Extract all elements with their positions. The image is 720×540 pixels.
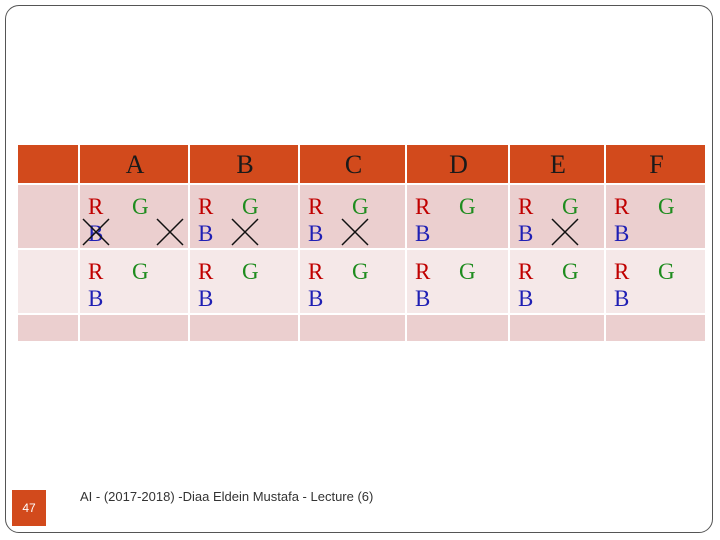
table-cell <box>606 250 707 315</box>
red-label: R <box>198 259 214 284</box>
red-label: R <box>88 259 104 284</box>
blue-label: B <box>308 286 324 311</box>
slide-frame <box>5 5 713 533</box>
table-cell <box>606 185 707 250</box>
table-cell <box>407 315 510 343</box>
column-header: A <box>125 150 145 179</box>
green-label: G <box>352 259 369 284</box>
table-cell <box>80 250 190 315</box>
blue-label: B <box>198 286 214 311</box>
table-cell <box>80 315 190 343</box>
green-label: G <box>132 259 149 284</box>
cross <box>82 218 110 246</box>
slide-number: 47 <box>12 490 46 526</box>
green-label: G <box>658 194 675 219</box>
table-cell <box>190 315 300 343</box>
column-header: D <box>449 150 468 179</box>
blue-label: B <box>614 286 630 311</box>
red-label: R <box>88 194 104 219</box>
table-cell <box>18 250 80 315</box>
green-label: G <box>459 194 476 219</box>
red-label: R <box>415 194 431 219</box>
header-cell <box>80 145 190 185</box>
red-label: R <box>614 259 630 284</box>
header-cell <box>510 145 606 185</box>
red-label: R <box>518 259 534 284</box>
header-cell <box>606 145 707 185</box>
green-label: G <box>562 259 579 284</box>
table-cell <box>190 185 300 250</box>
green-label: G <box>132 194 149 219</box>
cross <box>231 218 259 246</box>
table-cell <box>606 315 707 343</box>
table-cell <box>300 185 407 250</box>
green-label: G <box>352 194 369 219</box>
column-header: C <box>344 150 363 179</box>
blue-label: B <box>88 286 104 311</box>
table-cell <box>18 185 80 250</box>
table-cell <box>510 250 606 315</box>
footer-text: AI - (2017-2018) -Diaa Eldein Mustafa - … <box>80 489 374 504</box>
header-cell <box>407 145 510 185</box>
green-label: G <box>658 259 675 284</box>
blue-label: B <box>415 221 431 246</box>
table-cell <box>300 250 407 315</box>
table-cell <box>407 250 510 315</box>
table-cell <box>18 315 80 343</box>
cross <box>341 218 369 246</box>
red-label: R <box>614 194 630 219</box>
cross <box>551 218 579 246</box>
red-label: R <box>518 194 534 219</box>
column-header: B <box>236 150 254 179</box>
table-cell <box>510 315 606 343</box>
cross <box>156 218 184 246</box>
red-label: R <box>198 194 214 219</box>
header-cell <box>300 145 407 185</box>
blue-label: B <box>614 221 630 246</box>
green-label: G <box>242 194 259 219</box>
table-cell <box>407 185 510 250</box>
blue-label: B <box>415 286 431 311</box>
blue-label: B <box>518 286 534 311</box>
green-label: G <box>562 194 579 219</box>
green-label: G <box>459 259 476 284</box>
red-label: R <box>415 259 431 284</box>
table-cell <box>300 315 407 343</box>
column-header: E <box>550 150 566 179</box>
column-header: F <box>649 150 664 179</box>
header-cell <box>18 145 80 185</box>
blue-label: B <box>308 221 324 246</box>
blue-label: B <box>198 221 214 246</box>
table-cell <box>190 250 300 315</box>
red-label: R <box>308 259 324 284</box>
header-cell <box>190 145 300 185</box>
green-label: G <box>242 259 259 284</box>
table-cell <box>80 185 190 250</box>
blue-label: B <box>518 221 534 246</box>
red-label: R <box>308 194 324 219</box>
